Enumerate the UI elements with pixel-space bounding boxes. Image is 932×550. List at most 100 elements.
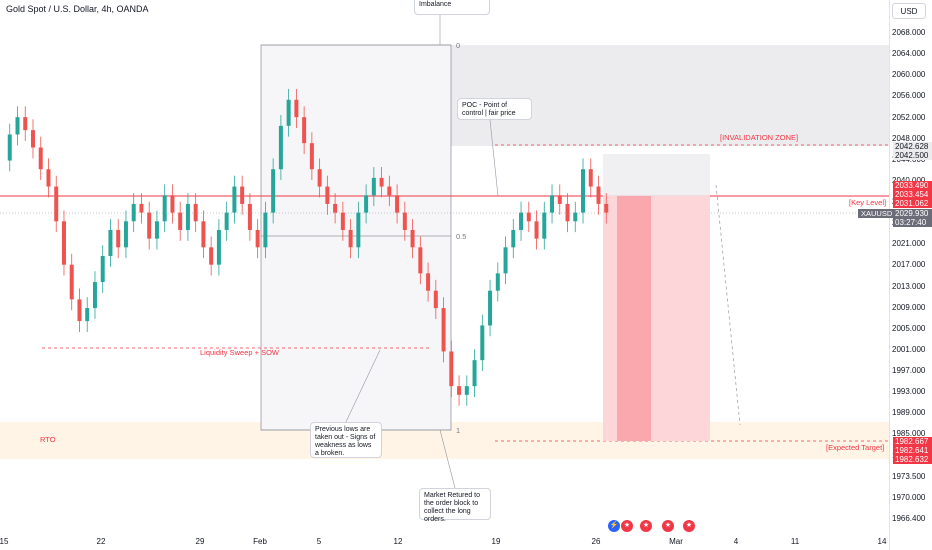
candle-body [519,212,524,230]
candle-body [77,299,82,322]
candle-body [550,195,555,213]
price-axis-divider [889,0,890,550]
candle-body [464,386,469,395]
time-tick-label: 22 [96,537,106,546]
price-tick-label: 2056.000 [892,91,926,101]
candle-body [201,221,206,248]
currency-button[interactable]: USD [892,3,926,19]
previous-lows-note[interactable]: Previous lows are taken out - Signs of w… [310,422,382,458]
chart-title: Gold Spot / U.S. Dollar, 4h, OANDA [6,4,149,14]
candle-body [185,203,190,230]
market-returned-note[interactable]: Market Retured to the order block to col… [419,488,491,523]
price-tag: 2042.500 [893,151,932,160]
price-tick-label: 1997.000 [892,366,926,376]
candle-body [61,221,66,265]
candle-body [69,264,74,300]
price-tick-label: 2040.000 [892,176,925,185]
candle-body [542,212,547,239]
candle-body [340,212,345,230]
candle-body [178,212,183,230]
previous-lows-pointer [344,349,381,425]
time-tick-label: Feb [253,537,267,546]
candle-body [255,229,260,248]
candle-body [503,247,508,274]
candle-body [247,203,252,230]
price-tick-label: 2013.000 [892,281,926,291]
price-tick-label: 2017.000 [892,260,926,270]
candle-body [131,203,136,222]
candle-body [154,221,159,239]
candle-body [565,203,570,222]
candle-body [302,117,307,144]
price-tick-label: 2060.000 [892,70,926,80]
candle-body [480,325,485,361]
lightning-event-icon[interactable]: ⚡ [608,520,620,532]
candle-body [495,273,500,291]
candle-body [395,195,400,213]
price-tag: 2031.062 [893,199,932,208]
price-tick-label: 1989.000 [892,408,926,418]
candle-body [193,203,198,222]
rto-label: RTO [40,435,56,444]
candle-body [170,195,175,213]
candle-body [534,221,539,239]
fib-label-05: 0.5 [456,232,467,241]
candle-body [410,229,415,248]
candle-body [54,186,59,222]
candle-body [85,308,90,322]
candle-body [557,195,562,204]
candle-body [387,186,392,196]
price-tick-label: 1985.000 [892,429,926,439]
candle-body [7,134,12,161]
fib-label-0: 0 [456,41,461,50]
price-tag: 1982.667 [893,437,932,446]
us-flag-event-icon[interactable]: ★ [662,520,674,532]
candle-body [209,247,214,265]
price-chart-canvas[interactable] [0,0,889,530]
candle-body [294,99,299,118]
us-flag-event-icon[interactable]: ★ [683,520,695,532]
short-risk-zone [603,154,710,196]
candle-body [379,177,384,187]
candle-body [286,99,291,126]
projection-path [715,184,741,426]
price-tag: 2042.628 [893,142,932,151]
imbalance-note[interactable]: Imbalance [414,0,490,15]
market-returned-pointer [439,429,456,489]
candle-body [263,212,268,248]
candle-body [317,169,322,187]
candle-body [147,212,152,239]
price-tick-label: 1966.400 [892,514,926,523]
time-tick-label: 11 [790,537,800,546]
candle-body [402,212,407,230]
price-tick-label: 1970.000 [892,492,926,502]
candle-body [92,282,97,309]
us-flag-event-icon[interactable]: ★ [640,520,652,532]
candle-body [38,147,43,170]
candle-body [488,290,493,326]
us-flag-event-icon[interactable]: ★ [621,520,633,532]
candle-body [604,203,609,213]
expected-target-label: [Expected Target] [826,443,885,452]
candle-body [333,203,338,213]
fib-label-1: 1 [456,426,461,435]
time-tick-label: 26 [591,537,601,546]
price-tag: 1982.641 [893,446,932,455]
candle-body [108,229,113,256]
time-tick-label: 12 [393,537,403,546]
candle-body [371,177,376,196]
time-tick-label: 5 [316,537,322,546]
candle-body [348,229,353,248]
candle-body [46,169,51,187]
price-tick-label: 2009.000 [892,302,926,312]
short-reward-zone-dark [617,196,651,441]
candle-body [224,212,229,230]
candle-body [511,229,516,248]
price-tick-label: 2021.000 [892,239,926,249]
candle-body [441,308,446,352]
price-tick-label: 1993.000 [892,387,926,397]
candle-body [30,130,35,148]
candle-body [433,290,438,309]
poc-note[interactable]: POC - Point of control | fair price [457,98,532,120]
candle-body [418,247,423,274]
